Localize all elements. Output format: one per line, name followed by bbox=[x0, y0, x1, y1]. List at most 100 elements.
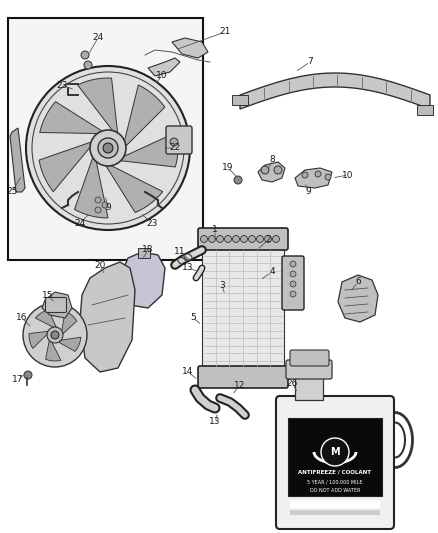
FancyBboxPatch shape bbox=[46, 297, 67, 312]
Bar bbox=[417, 105, 433, 115]
FancyBboxPatch shape bbox=[276, 396, 394, 529]
FancyBboxPatch shape bbox=[198, 228, 288, 250]
Text: 5 YEAR / 100,000 MILE: 5 YEAR / 100,000 MILE bbox=[307, 480, 363, 484]
Text: 26: 26 bbox=[286, 378, 298, 387]
Polygon shape bbox=[106, 166, 163, 213]
FancyBboxPatch shape bbox=[282, 256, 304, 310]
Text: 10: 10 bbox=[342, 171, 354, 180]
Bar bbox=[290, 500, 380, 508]
Text: 19: 19 bbox=[222, 164, 234, 173]
Circle shape bbox=[321, 438, 349, 466]
Text: 25: 25 bbox=[6, 188, 18, 197]
Text: 17: 17 bbox=[12, 376, 24, 384]
Circle shape bbox=[240, 236, 247, 243]
Circle shape bbox=[23, 303, 87, 367]
Circle shape bbox=[103, 143, 113, 153]
Polygon shape bbox=[240, 73, 430, 109]
Text: 20: 20 bbox=[94, 261, 106, 270]
Polygon shape bbox=[120, 252, 165, 308]
Text: ANTIFREEZE / COOLANT: ANTIFREEZE / COOLANT bbox=[299, 470, 371, 474]
Circle shape bbox=[290, 281, 296, 287]
Polygon shape bbox=[121, 132, 178, 167]
Circle shape bbox=[261, 166, 269, 174]
Bar bbox=[232, 95, 248, 105]
Text: 7: 7 bbox=[307, 58, 313, 67]
Text: 3: 3 bbox=[219, 280, 225, 289]
Polygon shape bbox=[62, 311, 77, 334]
Circle shape bbox=[216, 236, 223, 243]
Text: 15: 15 bbox=[42, 290, 54, 300]
Circle shape bbox=[233, 236, 240, 243]
Polygon shape bbox=[46, 341, 61, 361]
Text: 1: 1 bbox=[212, 225, 218, 235]
Circle shape bbox=[84, 61, 92, 69]
Circle shape bbox=[26, 66, 190, 230]
Polygon shape bbox=[39, 142, 91, 192]
Circle shape bbox=[47, 327, 63, 343]
Circle shape bbox=[325, 174, 331, 180]
Circle shape bbox=[208, 236, 215, 243]
Text: M: M bbox=[330, 447, 340, 457]
Bar bbox=[202, 248, 284, 368]
Circle shape bbox=[98, 138, 118, 158]
Polygon shape bbox=[80, 262, 135, 372]
Circle shape bbox=[290, 271, 296, 277]
Text: DO NOT ADD WATER: DO NOT ADD WATER bbox=[310, 488, 360, 492]
Bar bbox=[138, 248, 150, 258]
Polygon shape bbox=[42, 292, 72, 318]
Polygon shape bbox=[74, 158, 108, 218]
Text: 21: 21 bbox=[219, 28, 231, 36]
Circle shape bbox=[274, 166, 282, 174]
Circle shape bbox=[302, 172, 308, 178]
Polygon shape bbox=[148, 58, 180, 76]
Text: 10: 10 bbox=[156, 70, 168, 79]
Polygon shape bbox=[35, 310, 57, 327]
Text: 11: 11 bbox=[174, 247, 186, 256]
Bar bbox=[295, 375, 323, 400]
Circle shape bbox=[201, 236, 208, 243]
Polygon shape bbox=[10, 128, 25, 192]
Bar bbox=[8, 18, 203, 260]
Text: 2: 2 bbox=[265, 236, 271, 245]
Circle shape bbox=[90, 130, 126, 166]
FancyBboxPatch shape bbox=[286, 360, 332, 379]
Bar bbox=[290, 510, 380, 515]
Text: 16: 16 bbox=[16, 313, 28, 322]
Text: 9: 9 bbox=[305, 188, 311, 197]
Circle shape bbox=[290, 261, 296, 267]
Polygon shape bbox=[78, 78, 117, 133]
Bar bbox=[288, 418, 382, 496]
Circle shape bbox=[225, 236, 232, 243]
Circle shape bbox=[24, 371, 32, 379]
Circle shape bbox=[170, 138, 178, 146]
Text: 18: 18 bbox=[142, 246, 154, 254]
FancyBboxPatch shape bbox=[166, 126, 192, 154]
Polygon shape bbox=[295, 168, 332, 188]
Circle shape bbox=[248, 236, 255, 243]
Circle shape bbox=[265, 236, 272, 243]
Circle shape bbox=[102, 202, 108, 208]
Circle shape bbox=[272, 236, 279, 243]
Circle shape bbox=[290, 291, 296, 297]
Text: 13: 13 bbox=[209, 417, 221, 426]
Polygon shape bbox=[258, 162, 285, 182]
Polygon shape bbox=[172, 38, 208, 58]
Polygon shape bbox=[338, 275, 378, 322]
FancyBboxPatch shape bbox=[198, 366, 288, 388]
Polygon shape bbox=[29, 332, 48, 349]
Text: 22: 22 bbox=[170, 143, 180, 152]
Text: 23: 23 bbox=[57, 80, 68, 90]
Polygon shape bbox=[124, 85, 165, 146]
Text: 23: 23 bbox=[146, 219, 158, 228]
Text: 14: 14 bbox=[182, 367, 194, 376]
Circle shape bbox=[257, 236, 264, 243]
Circle shape bbox=[95, 207, 101, 213]
Text: 5: 5 bbox=[190, 313, 196, 322]
Circle shape bbox=[51, 331, 59, 339]
Text: 9: 9 bbox=[105, 204, 111, 213]
Text: 12: 12 bbox=[234, 381, 246, 390]
Circle shape bbox=[315, 171, 321, 177]
Circle shape bbox=[234, 176, 242, 184]
FancyBboxPatch shape bbox=[290, 350, 329, 366]
Text: 4: 4 bbox=[269, 268, 275, 277]
